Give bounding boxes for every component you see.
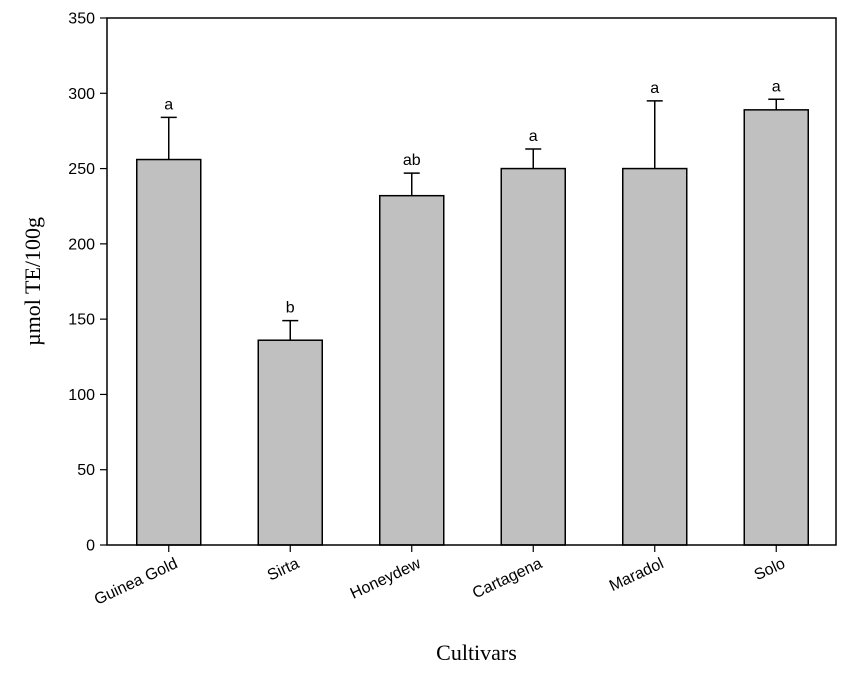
y-tick-label: 300 <box>68 86 95 103</box>
x-tick-label: Maradol <box>607 555 667 595</box>
y-tick-label: 50 <box>77 462 95 479</box>
y-tick-label: 150 <box>68 312 95 329</box>
y-axis-ticks: 0 50 100 150 200 250 300 350 <box>68 11 107 555</box>
significance-letter: a <box>164 96 173 113</box>
significance-letter: a <box>529 128 538 145</box>
y-tick-label: 0 <box>86 538 95 555</box>
y-tick-label: 200 <box>68 236 95 253</box>
x-tick-label: Solo <box>752 555 788 584</box>
bar <box>622 167 688 546</box>
significance-letter: a <box>650 80 659 97</box>
y-tick-label: 100 <box>68 387 95 404</box>
x-axis-ticks: Guinea Gold Sirta Honeydew Cartagena Maradol… <box>92 545 788 609</box>
bars-group <box>136 109 809 546</box>
y-axis-title: µmol TE/100g <box>20 217 45 346</box>
x-tick-label: Cartagena <box>470 555 545 602</box>
bar <box>500 167 566 546</box>
significance-letter: b <box>286 300 295 317</box>
significance-letter: a <box>772 78 781 95</box>
x-tick-label: Sirta <box>265 555 302 584</box>
y-tick-label: 250 <box>68 161 95 178</box>
error-bars-group <box>160 98 785 341</box>
bar <box>257 339 323 546</box>
plot-frame <box>106 17 837 546</box>
x-axis-title: Cultivars <box>436 640 517 665</box>
significance-letter: ab <box>403 152 421 169</box>
x-tick-label: Guinea Gold <box>92 555 181 608</box>
bar <box>136 158 202 546</box>
bar <box>379 194 445 546</box>
bar <box>743 109 809 546</box>
y-tick-label: 350 <box>68 11 95 28</box>
x-tick-label: Honeydew <box>348 555 424 603</box>
